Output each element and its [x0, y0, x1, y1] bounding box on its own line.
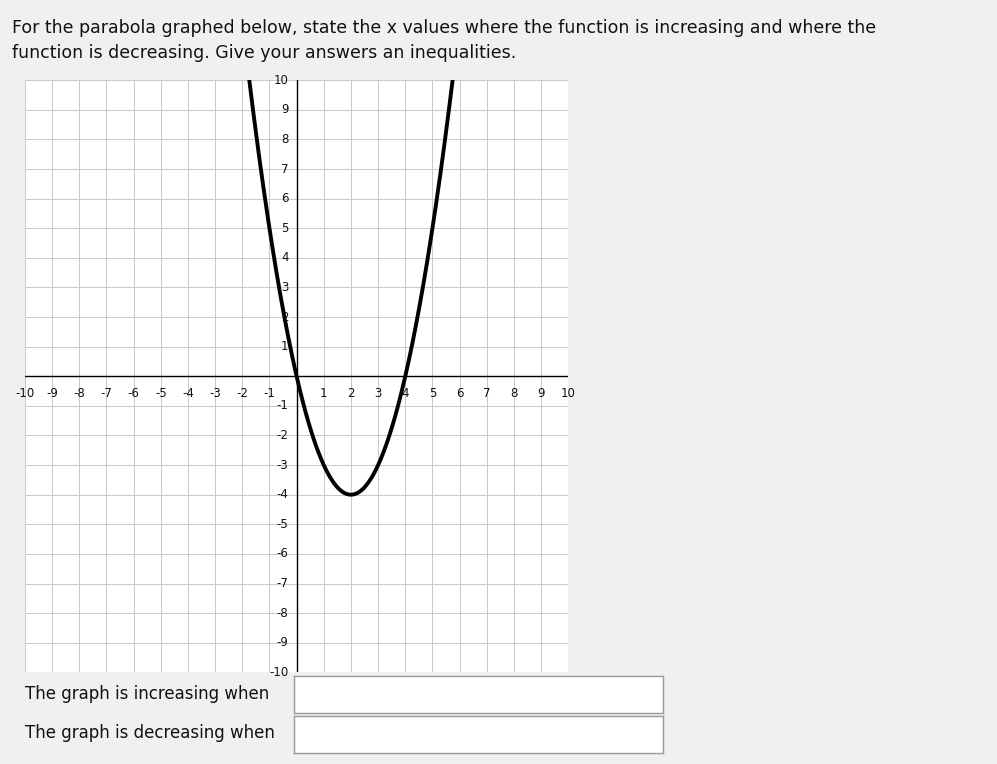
- Text: 5: 5: [281, 222, 288, 235]
- Text: -8: -8: [74, 387, 85, 400]
- Text: function is decreasing. Give your answers an inequalities.: function is decreasing. Give your answer…: [12, 44, 516, 63]
- Text: -10: -10: [269, 665, 288, 679]
- Text: -7: -7: [101, 387, 113, 400]
- Text: 8: 8: [510, 387, 517, 400]
- Text: -4: -4: [182, 387, 193, 400]
- Text: -9: -9: [46, 387, 58, 400]
- Text: -2: -2: [236, 387, 248, 400]
- Text: 7: 7: [483, 387, 491, 400]
- Text: 1: 1: [320, 387, 328, 400]
- Text: 10: 10: [561, 387, 575, 400]
- Text: 7: 7: [281, 163, 288, 176]
- Text: 10: 10: [273, 73, 288, 87]
- Text: The graph is increasing when: The graph is increasing when: [25, 685, 269, 703]
- Text: -1: -1: [276, 400, 288, 413]
- Text: -3: -3: [209, 387, 221, 400]
- Text: -3: -3: [277, 458, 288, 471]
- Text: The graph is decreasing when: The graph is decreasing when: [25, 724, 275, 743]
- Text: -6: -6: [128, 387, 140, 400]
- Text: 2: 2: [281, 310, 288, 324]
- Text: -5: -5: [277, 518, 288, 531]
- Text: 3: 3: [375, 387, 382, 400]
- Text: 6: 6: [456, 387, 464, 400]
- Text: -4: -4: [276, 488, 288, 501]
- Text: 4: 4: [402, 387, 409, 400]
- Text: 6: 6: [281, 192, 288, 206]
- Text: -7: -7: [276, 577, 288, 590]
- Text: 5: 5: [429, 387, 436, 400]
- Text: 4: 4: [281, 251, 288, 264]
- Text: -10: -10: [15, 387, 35, 400]
- Text: 3: 3: [281, 281, 288, 294]
- Text: -6: -6: [276, 547, 288, 561]
- Text: -2: -2: [276, 429, 288, 442]
- Text: 9: 9: [281, 103, 288, 116]
- Text: 1: 1: [281, 340, 288, 353]
- Text: -9: -9: [276, 636, 288, 649]
- Text: -8: -8: [277, 607, 288, 620]
- Text: 8: 8: [281, 133, 288, 146]
- Text: 9: 9: [537, 387, 545, 400]
- Text: -5: -5: [155, 387, 166, 400]
- Text: -1: -1: [263, 387, 275, 400]
- Text: For the parabola graphed below, state the x values where the function is increas: For the parabola graphed below, state th…: [12, 19, 876, 37]
- Text: 2: 2: [347, 387, 355, 400]
